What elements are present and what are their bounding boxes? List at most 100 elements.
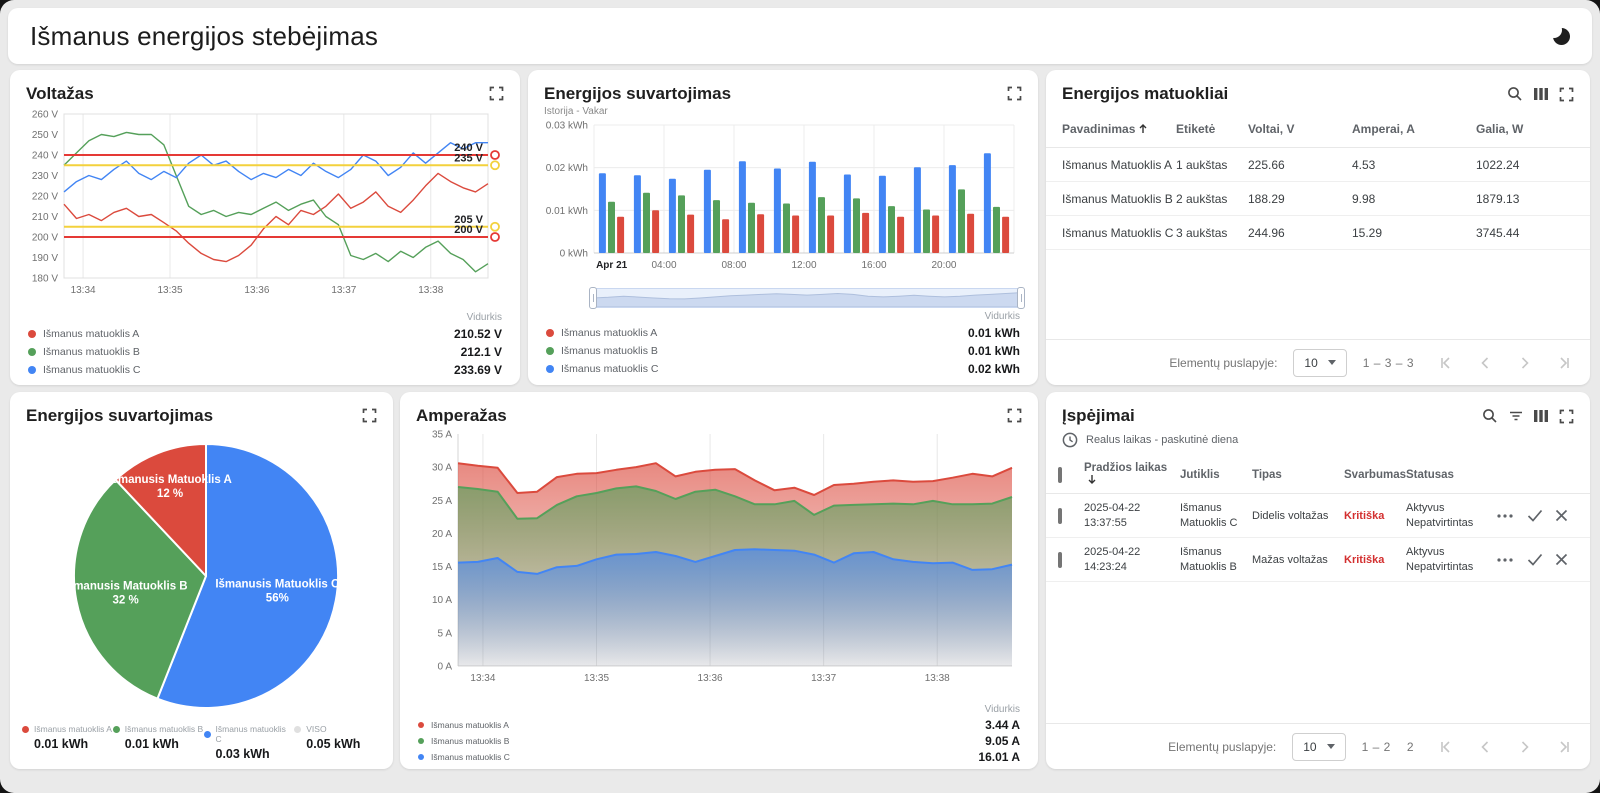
legend-item[interactable]: Išmanus matuoklis B 0.01 kWh <box>112 724 204 761</box>
panel-title: Energijos matuokliai <box>1062 84 1229 103</box>
legend-item[interactable]: Išmanus matuoklis B 212.1 V <box>28 343 502 361</box>
svg-text:220 V: 220 V <box>32 192 58 203</box>
expand-icon[interactable] <box>1007 408 1022 423</box>
acknowledge-check-icon[interactable] <box>1527 553 1543 566</box>
first-page-button[interactable] <box>1438 356 1452 370</box>
page-size-select[interactable]: 10 <box>1293 348 1347 377</box>
meters-table-header: Pavadinimas Etiketė Voltai, V Amperai, A… <box>1046 110 1590 148</box>
dismiss-x-icon[interactable] <box>1555 509 1568 522</box>
expand-icon[interactable] <box>362 408 377 423</box>
navigator-left-handle[interactable] <box>589 287 597 309</box>
column-header-statusas[interactable]: Statusas <box>1406 468 1454 481</box>
next-page-button[interactable] <box>1518 356 1532 370</box>
svg-text:16:00: 16:00 <box>861 260 886 271</box>
svg-text:0.03 kWh: 0.03 kWh <box>546 121 588 132</box>
svg-text:13:36: 13:36 <box>244 285 269 296</box>
column-header-jutiklis[interactable]: Jutiklis <box>1180 468 1220 481</box>
series-dot <box>546 365 554 373</box>
svg-text:25 A: 25 A <box>432 496 452 507</box>
column-header-etikete[interactable]: Etiketė <box>1176 121 1216 136</box>
page-size-select[interactable]: 10 <box>1292 732 1346 761</box>
expand-icon[interactable] <box>1559 409 1574 424</box>
expand-icon[interactable] <box>489 86 504 101</box>
expand-icon[interactable] <box>1559 87 1574 102</box>
amperage-panel: Amperažas 13:34 13:35 13:36 13:37 13:38 0 A 5 … <box>400 392 1038 769</box>
page-range: 1 – 2 <box>1361 739 1391 754</box>
legend-item[interactable]: Išmanus matuoklis B 9.05 A <box>418 733 1020 749</box>
chart-navigator[interactable] <box>589 287 1025 309</box>
svg-text:5 A: 5 A <box>438 628 453 639</box>
select-all-checkbox[interactable] <box>1058 466 1062 483</box>
columns-icon[interactable] <box>1534 409 1548 423</box>
panel-title: Voltažas <box>26 84 94 103</box>
column-header-galia[interactable]: Galia, W <box>1476 121 1524 136</box>
row-checkbox[interactable] <box>1058 551 1062 568</box>
legend-item[interactable]: Išmanus matuoklis B 0.01 kWh <box>546 342 1020 360</box>
navigator-right-handle[interactable] <box>1017 287 1025 309</box>
column-header-tipas[interactable]: Tipas <box>1252 468 1282 481</box>
expand-icon[interactable] <box>1007 86 1022 101</box>
column-header-svarbumas[interactable]: Svarbumas <box>1344 468 1407 481</box>
svg-text:32 %: 32 % <box>113 594 139 606</box>
series-dot <box>546 347 554 355</box>
svg-text:240 V: 240 V <box>454 142 483 154</box>
app-header: Išmanus energijos stebėjimas <box>8 8 1592 64</box>
svg-text:Išmanusis Matuoklis B: Išmanusis Matuoklis B <box>64 580 188 592</box>
column-header-amperai[interactable]: Amperai, A <box>1352 121 1415 136</box>
page-title: Išmanus energijos stebėjimas <box>30 20 379 51</box>
dismiss-x-icon[interactable] <box>1555 553 1568 566</box>
bars-legend: Išmanus matuoklis A 0.01 kWh Išmanus matu… <box>528 322 1038 378</box>
legend-item[interactable]: VISO 0.05 kWh <box>294 724 385 761</box>
last-page-button[interactable] <box>1558 356 1572 370</box>
svg-text:0.01 kWh: 0.01 kWh <box>546 206 588 217</box>
alerts-pagination: Elementų puslapyje: 10 1 – 2 2 <box>1046 723 1590 769</box>
more-actions-icon[interactable] <box>1497 557 1513 563</box>
sort-desc-icon <box>1088 475 1096 484</box>
legend-item[interactable]: Išmanus matuoklis C 0.02 kWh <box>546 360 1020 378</box>
legend-item[interactable]: Išmanus matuoklis A 0.01 kWh <box>22 724 113 761</box>
svg-text:13:34: 13:34 <box>470 673 495 684</box>
svg-text:20:00: 20:00 <box>931 260 956 271</box>
acknowledge-check-icon[interactable] <box>1527 509 1543 522</box>
first-page-button[interactable] <box>1438 740 1452 754</box>
svg-text:205 V: 205 V <box>454 214 483 226</box>
search-icon[interactable] <box>1482 408 1498 424</box>
columns-icon[interactable] <box>1534 87 1548 101</box>
legend-item[interactable]: Išmanus matuoklis C 0.03 kWh <box>203 724 295 761</box>
prev-page-button[interactable] <box>1478 740 1492 754</box>
svg-text:Išmanusis Matuoklis C: Išmanusis Matuoklis C <box>215 579 339 591</box>
svg-text:0 A: 0 A <box>438 662 453 673</box>
sort-asc-icon <box>1139 123 1147 133</box>
svg-text:190 V: 190 V <box>32 253 58 264</box>
svg-text:180 V: 180 V <box>32 274 58 285</box>
svg-text:0 kWh: 0 kWh <box>560 249 588 260</box>
dark-mode-toggle-moon-icon[interactable] <box>1546 21 1570 45</box>
prev-page-button[interactable] <box>1478 356 1492 370</box>
page-size-label: Elementų puslapyje: <box>1169 355 1278 370</box>
chevron-down-icon <box>1326 744 1335 749</box>
legend-item[interactable]: Išmanus matuoklis A 3.44 A <box>418 717 1020 733</box>
last-page-button[interactable] <box>1558 740 1572 754</box>
legend-item[interactable]: Išmanus matuoklis C 233.69 V <box>28 361 502 379</box>
panel-title: Energijos suvartojimas <box>26 406 214 425</box>
alert-row[interactable]: 2025-04-22 13:37:55 Išmanus Matuoklis C D… <box>1046 494 1590 538</box>
svg-text:260 V: 260 V <box>32 110 58 121</box>
column-header-voltai[interactable]: Voltai, V <box>1248 121 1295 136</box>
column-header-pradzios-laikas[interactable]: Pradžios laikas <box>1084 462 1180 487</box>
alert-row[interactable]: 2025-04-22 14:23:24 Išmanus Matuoklis B M… <box>1046 538 1590 582</box>
legend-item[interactable]: Išmanus matuoklis A 210.52 V <box>28 325 502 343</box>
chart-subtitle: Istorija - Vakar <box>544 106 608 117</box>
legend-item[interactable]: Išmanus matuoklis C 16.01 A <box>418 749 1020 765</box>
row-checkbox[interactable] <box>1058 507 1062 524</box>
search-icon[interactable] <box>1507 86 1523 102</box>
legend-item[interactable]: Išmanus matuoklis A 0.01 kWh <box>546 324 1020 342</box>
more-actions-icon[interactable] <box>1497 513 1513 519</box>
clock-icon <box>1062 432 1078 448</box>
column-header-pavadinimas[interactable]: Pavadinimas <box>1062 122 1176 136</box>
filter-icon[interactable] <box>1509 409 1523 423</box>
panel-title: Amperažas <box>416 406 507 425</box>
next-page-button[interactable] <box>1518 740 1532 754</box>
